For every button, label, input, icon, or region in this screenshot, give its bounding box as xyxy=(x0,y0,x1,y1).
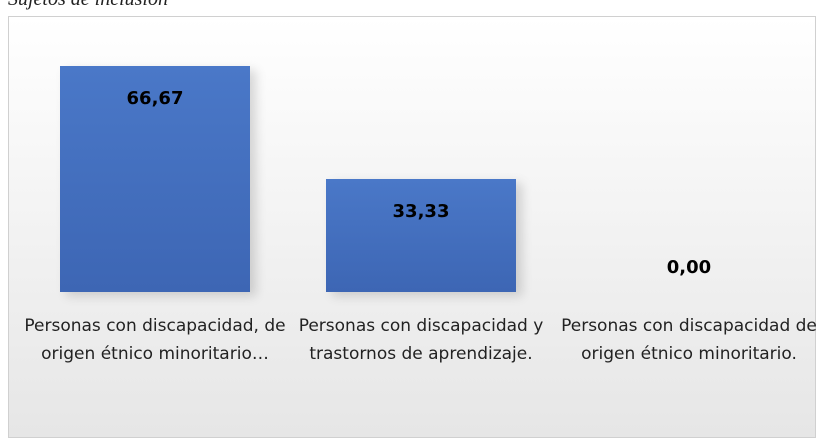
chart-title: Sujetos de inclusión xyxy=(8,0,168,11)
chart: 66,67 Personas con discapacidad, de orige… xyxy=(8,16,817,438)
bar xyxy=(60,66,250,292)
data-label: 0,00 xyxy=(666,257,712,278)
data-label: 66,67 xyxy=(126,88,184,109)
bar xyxy=(326,179,516,292)
data-label: 33,33 xyxy=(392,201,450,223)
x-tick-label: Personas con discapacidad de origen étni… xyxy=(561,316,817,364)
x-tick-label: Personas con discapacidad, de origen étn… xyxy=(24,316,286,364)
x-tick-label: Personas con discapacidad y trastornos d… xyxy=(298,316,544,364)
